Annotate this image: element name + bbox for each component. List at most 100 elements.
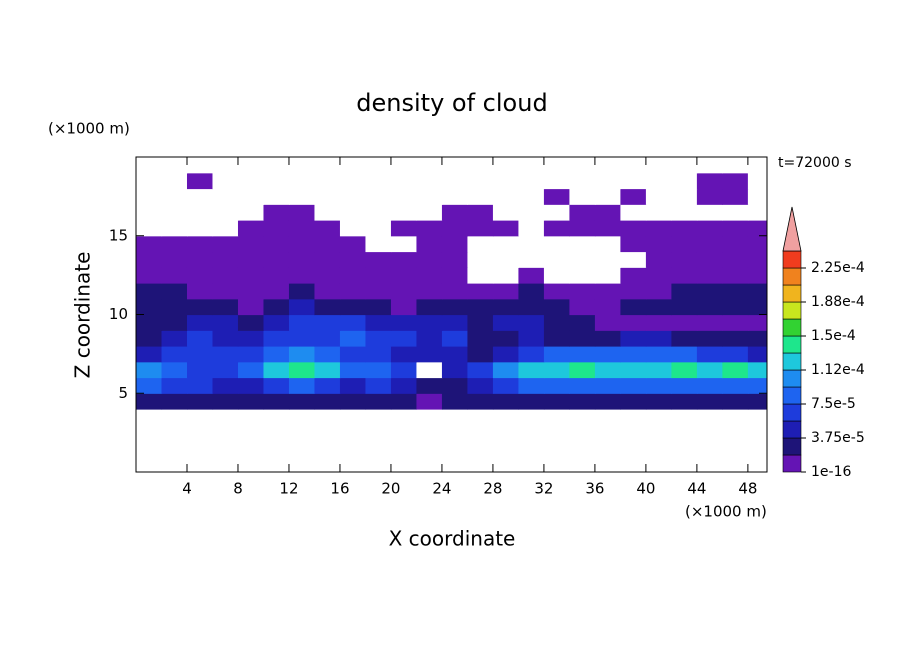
contour-cell <box>263 220 290 237</box>
contour-cell <box>263 267 290 284</box>
contour-cell <box>314 424 341 442</box>
contour-cell <box>136 314 163 331</box>
contour-cell <box>314 440 341 457</box>
contour-cell <box>237 440 265 457</box>
contour-cell <box>288 298 316 316</box>
contour-cell <box>671 346 698 363</box>
colorbar-label: 1.12e-4 <box>811 362 865 378</box>
contour-cell <box>441 204 469 221</box>
contour-cell <box>288 377 316 394</box>
contour-cell <box>288 267 316 284</box>
contour-cell <box>390 172 418 190</box>
contour-cell <box>722 298 749 316</box>
contour-cell <box>543 157 571 174</box>
contour-cell <box>365 172 392 190</box>
contour-cell <box>186 251 214 268</box>
contour-cell <box>467 298 494 316</box>
contour-cell <box>569 440 596 457</box>
contour-cell <box>441 267 469 284</box>
contour-cell <box>722 251 749 268</box>
contour-cell <box>365 361 392 379</box>
contour-cell <box>161 346 188 363</box>
contour-cell <box>671 188 698 205</box>
contour-cell <box>212 204 239 221</box>
contour-cell <box>696 440 723 457</box>
contour-cell <box>288 409 316 426</box>
contour-cell <box>390 251 418 268</box>
contour-cell <box>186 204 214 221</box>
contour-cell <box>416 409 443 426</box>
contour-cell <box>186 346 214 363</box>
contour-cell <box>339 330 367 347</box>
contour-cell <box>467 251 494 268</box>
contour-cell <box>543 172 571 190</box>
x-tick-label: 24 <box>432 480 451 498</box>
contour-cell <box>492 298 520 316</box>
x-tick-label: 16 <box>330 480 349 498</box>
contour-cell <box>467 330 494 347</box>
colorbar-box <box>782 284 802 303</box>
contour-cell <box>314 346 341 363</box>
contour-cell <box>492 251 520 268</box>
contour-cell <box>416 361 443 379</box>
contour-cell <box>186 314 214 331</box>
contour-cell <box>314 314 341 331</box>
contour-cell <box>645 377 672 394</box>
contour-cell <box>186 283 214 300</box>
contour-cell <box>288 172 316 190</box>
contour-cell <box>288 251 316 268</box>
contour-cell <box>441 393 469 410</box>
contour-cell <box>518 314 545 331</box>
contour-cell <box>518 330 545 347</box>
contour-cell <box>136 204 163 221</box>
contour-cell <box>441 220 469 237</box>
contour-cell <box>594 393 622 410</box>
x-tick-label: 40 <box>636 480 655 498</box>
contour-cell <box>467 172 494 190</box>
contour-cell <box>288 157 316 174</box>
colorbar-label: 1e-16 <box>811 464 851 480</box>
contour-cell <box>186 220 214 237</box>
contour-cell <box>288 235 316 253</box>
contour-cell <box>161 409 188 426</box>
contour-cell <box>339 235 367 253</box>
contour-cell <box>620 377 647 394</box>
contour-cell <box>416 346 443 363</box>
contour-cell <box>136 235 163 253</box>
contour-cell <box>441 377 469 394</box>
contour-cell <box>467 440 494 457</box>
contour-cell <box>365 220 392 237</box>
contour-cell <box>161 314 188 331</box>
contour-cell <box>518 172 545 190</box>
x-tick-label: 12 <box>279 480 298 498</box>
contour-cell <box>441 409 469 426</box>
contour-cell <box>543 361 571 379</box>
contour-cell <box>365 157 392 174</box>
contour-cell <box>620 409 647 426</box>
contour-cell <box>518 235 545 253</box>
contour-cell <box>569 409 596 426</box>
contour-cell <box>620 393 647 410</box>
contour-cell <box>416 330 443 347</box>
contour-cell <box>237 361 265 379</box>
contour-cell <box>543 409 571 426</box>
contour-cell <box>645 424 672 442</box>
contour-cell <box>314 377 341 394</box>
contour-cell <box>594 235 622 253</box>
contour-cell <box>288 361 316 379</box>
contour-cell <box>722 188 749 205</box>
contour-cell <box>161 204 188 221</box>
contour-cell <box>645 235 672 253</box>
contour-cell <box>747 330 767 347</box>
contour-cell <box>696 204 723 221</box>
colorbar-box <box>782 335 802 354</box>
contour-cell <box>390 409 418 426</box>
contour-cell <box>569 188 596 205</box>
contour-cell <box>390 361 418 379</box>
contour-cell <box>569 346 596 363</box>
contour-cell <box>594 440 622 457</box>
colorbar-extend <box>782 206 802 252</box>
contour-cell <box>620 456 647 472</box>
contour-cell <box>594 456 622 472</box>
